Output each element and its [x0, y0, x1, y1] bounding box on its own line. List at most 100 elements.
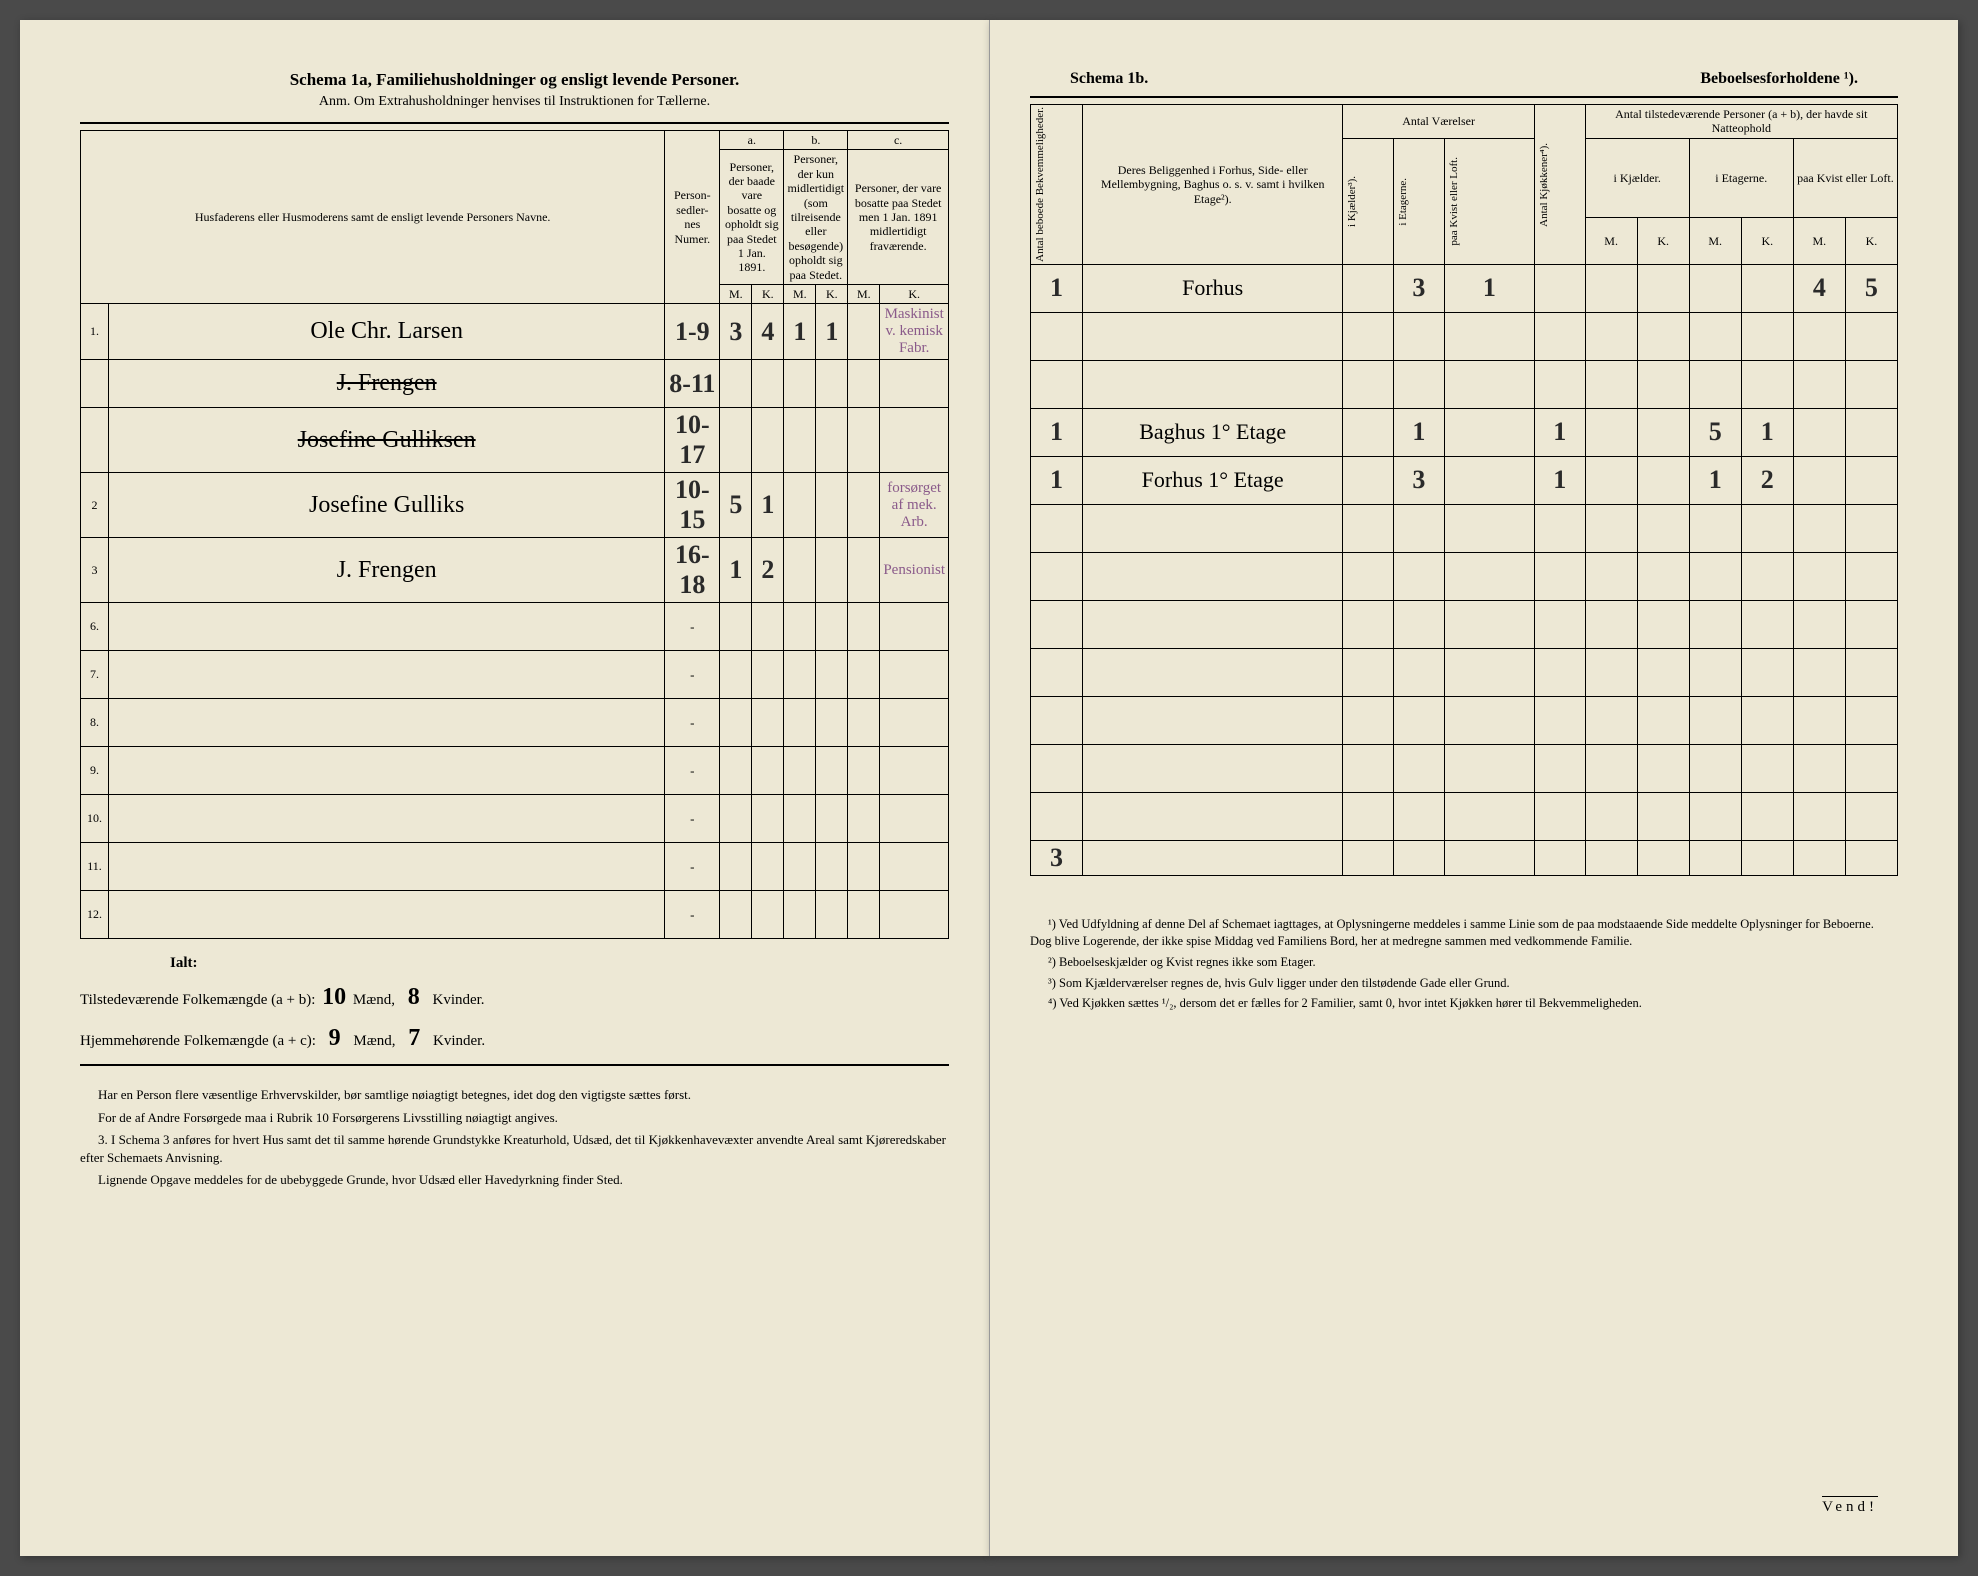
- rule: [1030, 96, 1898, 98]
- mk: M.: [720, 284, 752, 303]
- ne-k: [1741, 360, 1793, 408]
- ialt: Ialt:: [80, 951, 949, 977]
- row-num: 1.: [81, 304, 109, 360]
- nk-k: [1637, 264, 1689, 312]
- table-row-empty: [1031, 552, 1898, 600]
- table-row-empty: [1031, 792, 1898, 840]
- footnotes-block: ¹) Ved Udfyldning af denne Del af Schema…: [1030, 916, 1898, 1012]
- footnote: ¹) Ved Udfyldning af denne Del af Schema…: [1030, 916, 1898, 950]
- table-row: 1.Ole Chr. Larsen1-93411Maskinist v. kem…: [81, 304, 949, 360]
- table-row-empty: [1031, 696, 1898, 744]
- kjok: [1534, 360, 1585, 408]
- note: Har en Person flere væsentlige Erhvervsk…: [80, 1086, 949, 1104]
- sum2-pre: Hjemmehørende Folkemængde (a + c):: [80, 1033, 316, 1049]
- mk: M.: [1585, 218, 1637, 265]
- table-row-empty: 11.-: [81, 843, 949, 891]
- ne-m: 5: [1689, 408, 1741, 456]
- col-name: Husfaderens eller Husmoderens samt de en…: [81, 131, 665, 304]
- belig: [1083, 312, 1343, 360]
- row-num: 3: [81, 538, 109, 603]
- table-row: [1031, 360, 1898, 408]
- v-kvist: [1444, 360, 1534, 408]
- mk: M.: [1689, 218, 1741, 265]
- mk: K.: [1741, 218, 1793, 265]
- note: Lignende Opgave meddeles for de ubebygge…: [80, 1171, 949, 1189]
- b-m: [784, 538, 816, 603]
- a-m: 5: [720, 473, 752, 538]
- nk-m: [1585, 408, 1637, 456]
- nk-k: [1637, 408, 1689, 456]
- c-m: [848, 304, 880, 360]
- table-row-empty: 10.-: [81, 795, 949, 843]
- mk: M.: [784, 284, 816, 303]
- numer: 8-11: [665, 360, 720, 408]
- mk: M.: [848, 284, 880, 303]
- v-kjael: [1343, 360, 1394, 408]
- c-m: [848, 360, 880, 408]
- bekv: [1031, 312, 1083, 360]
- nkv-m: [1793, 312, 1845, 360]
- schema1a-table: Husfaderens eller Husmoderens samt de en…: [80, 130, 949, 939]
- numer: 16-18: [665, 538, 720, 603]
- table-row: 3J. Frengen16-1812Pensionist: [81, 538, 949, 603]
- sum2-mid: Mænd,: [353, 1033, 395, 1049]
- numer: 10-17: [665, 408, 720, 473]
- footnote: ³) Som Kjælderværelser regnes de, hvis G…: [1030, 975, 1898, 992]
- note: 3. I Schema 3 anføres for hvert Hus samt…: [80, 1131, 949, 1167]
- table-row: J. Frengen8-11: [81, 360, 949, 408]
- person-name: J. Frengen: [109, 360, 665, 408]
- table-row: 1Forhus 1° Etage3112: [1031, 456, 1898, 504]
- table-row: [1031, 312, 1898, 360]
- ne-m: [1689, 360, 1741, 408]
- numer: 1-9: [665, 304, 720, 360]
- col-t-etag: i Etagerne.: [1689, 138, 1793, 217]
- bekv: 1: [1031, 456, 1083, 504]
- notes-block: Har en Person flere væsentlige Erhvervsk…: [80, 1086, 949, 1189]
- v-etag: [1394, 360, 1445, 408]
- nk-m: [1585, 456, 1637, 504]
- title-right: Beboelsesforholdene ¹).: [1700, 70, 1858, 88]
- c-k-note: [880, 408, 949, 473]
- a-m: 1: [720, 538, 752, 603]
- v-kvist: [1444, 456, 1534, 504]
- col-numer: Person-sedler-nes Numer.: [665, 131, 720, 304]
- c-k-note: [880, 360, 949, 408]
- table-row-empty: [1031, 648, 1898, 696]
- numer: 10-15: [665, 473, 720, 538]
- person-name: Josefine Gulliks: [109, 473, 665, 538]
- c-k-note: Pensionist: [880, 538, 949, 603]
- c-k-note: forsørget af mek. Arb.: [880, 473, 949, 538]
- rule: [80, 1064, 949, 1066]
- footnote: ²) Beboelseskjælder og Kvist regnes ikke…: [1030, 954, 1898, 971]
- col-t-kjael: i Kjælder.: [1585, 138, 1689, 217]
- mk: M.: [1793, 218, 1845, 265]
- rule: [80, 122, 949, 124]
- nkv-k: [1845, 408, 1897, 456]
- census-form-spread: Schema 1a, Familiehusholdninger og ensli…: [20, 20, 1958, 1556]
- kjok: 1: [1534, 456, 1585, 504]
- a-k: 2: [752, 538, 784, 603]
- nk-k: [1637, 312, 1689, 360]
- person-name: Ole Chr. Larsen: [109, 304, 665, 360]
- belig: Forhus 1° Etage: [1083, 456, 1343, 504]
- v-etag: 3: [1394, 264, 1445, 312]
- col-kjok: Antal Kjøkkener⁴).: [1534, 105, 1585, 265]
- table-row-empty: [1031, 744, 1898, 792]
- mk: K.: [816, 284, 848, 303]
- col-t-kvist: paa Kvist eller Loft.: [1793, 138, 1897, 217]
- schema1b-header: Schema 1b. Beboelsesforholdene ¹).: [1030, 70, 1898, 88]
- v-kjael: [1343, 312, 1394, 360]
- b-m: [784, 473, 816, 538]
- ne-m: 1: [1689, 456, 1741, 504]
- nkv-k: [1845, 360, 1897, 408]
- footnote: ⁴) Ved Kjøkken sættes ¹/₂, dersom det er…: [1030, 995, 1898, 1012]
- sum2-m: 9: [320, 1018, 350, 1059]
- b-m: [784, 408, 816, 473]
- summary-block: Ialt: Tilstedeværende Folkemængde (a + b…: [80, 951, 949, 1058]
- nk-k: [1637, 456, 1689, 504]
- nk-k: [1637, 360, 1689, 408]
- table-row-empty: 8.-: [81, 699, 949, 747]
- nk-m: [1585, 264, 1637, 312]
- table-row-empty: 9.-: [81, 747, 949, 795]
- vend: Vend!: [1822, 1496, 1878, 1516]
